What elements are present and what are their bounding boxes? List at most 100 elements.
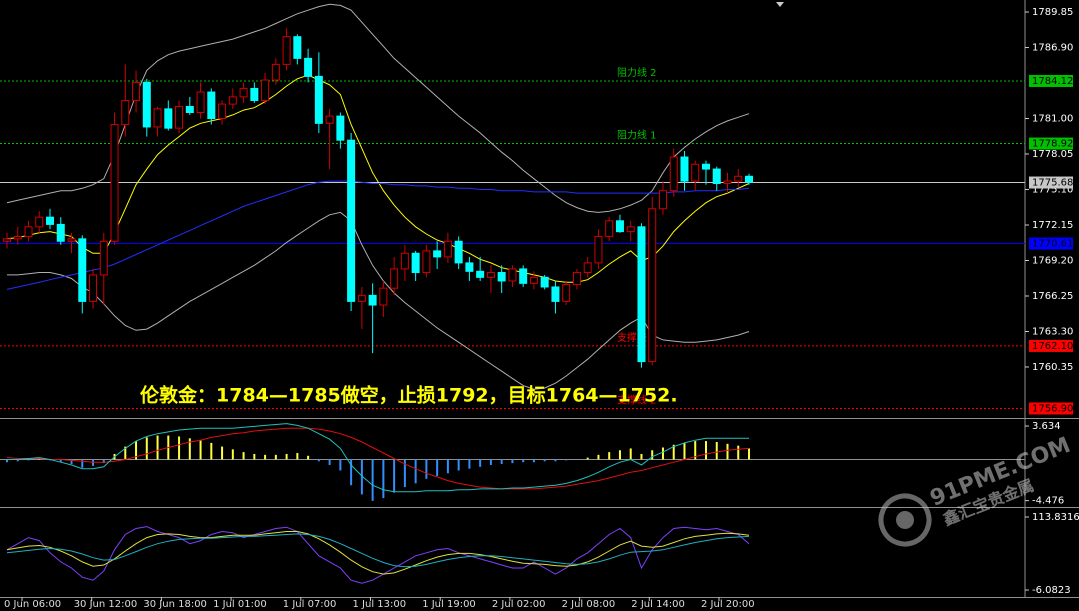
y-tick-label: 1778.05	[1032, 149, 1073, 160]
y-tick-label: 1789.85	[1032, 7, 1073, 18]
candle-body	[734, 175, 743, 182]
macd-panel	[0, 423, 1025, 501]
watermark-logo	[896, 511, 914, 529]
y-tick-label: 3.634	[1032, 421, 1061, 432]
candle-body	[35, 216, 44, 228]
candle-body	[250, 87, 259, 101]
candle-body	[379, 287, 388, 306]
candle-body	[400, 252, 409, 270]
candle-body	[304, 57, 313, 77]
y-tick-label: -6.0823	[1032, 585, 1071, 596]
y-tick-label: 1775.10	[1032, 185, 1073, 196]
indicator-line	[6, 427, 750, 490]
y-tick-label: 1786.90	[1032, 43, 1073, 54]
candle-body	[13, 235, 22, 240]
candle-body	[89, 274, 98, 302]
level-tag	[1029, 74, 1073, 87]
x-tick-label: 1 Jul 01:00	[213, 599, 267, 610]
candle-body	[626, 226, 635, 233]
candle-body	[540, 276, 549, 288]
indicator-line	[6, 3, 750, 213]
candle-body	[454, 240, 463, 264]
candle-body	[218, 103, 227, 120]
candle-body	[648, 208, 657, 363]
candle-body	[336, 115, 345, 141]
indicator-line	[7, 211, 750, 390]
candle-body	[712, 168, 721, 184]
candle-body	[551, 286, 560, 302]
candle-body	[24, 226, 33, 237]
level-tag-label: 1775.68	[1032, 178, 1073, 189]
candle-body	[476, 270, 485, 278]
candle-body	[132, 81, 141, 101]
x-tick-label: 2 Jul 08:00	[562, 599, 616, 610]
y-tick-label: 113.8316	[1032, 512, 1079, 523]
candle-body	[175, 105, 184, 129]
level-name: 支撑线 2	[617, 393, 657, 406]
candle-body	[3, 238, 11, 242]
candle-body	[261, 79, 270, 101]
candle-body	[529, 276, 538, 284]
indicator-line	[6, 180, 750, 290]
candle-body	[357, 294, 366, 302]
candle-body	[680, 156, 689, 182]
candle-body	[46, 216, 55, 225]
candle-body	[67, 238, 76, 242]
candle-body	[196, 91, 205, 114]
indicator-line	[6, 533, 750, 568]
candle-body	[497, 272, 506, 282]
candle-body	[465, 262, 474, 272]
candle-body	[605, 220, 614, 237]
level-tag	[1029, 339, 1073, 352]
indicator-line	[6, 526, 750, 584]
y-tick-label: 1769.20	[1032, 255, 1073, 266]
oscillator-panel	[6, 526, 750, 584]
candle-body	[228, 96, 237, 105]
candle-body	[519, 268, 528, 284]
candle-body	[325, 115, 334, 124]
y-tick-label: 1763.30	[1032, 326, 1073, 337]
main-panel: 阻力线 2 阻力线 1 支撑线 1 支撑线 2	[0, 3, 1025, 409]
axes: 1789.85 1786.90 1781.00 1778.05 1775.10 1772.…	[4, 7, 1079, 610]
x-tick-label: 1 Jul 13:00	[353, 599, 407, 610]
candle-body	[185, 105, 194, 114]
x-tick-label: 1 Jul 07:00	[283, 599, 337, 610]
level-tag-label: 1784.12	[1032, 76, 1073, 87]
candle-body	[164, 108, 173, 129]
y-tick-label: 1772.15	[1032, 220, 1073, 231]
candle-body	[153, 108, 162, 128]
candle-body	[293, 36, 302, 59]
candle-body	[282, 36, 291, 65]
candle-body	[239, 87, 248, 98]
level-tag	[1029, 176, 1073, 189]
level-name: 阻力线 1	[617, 129, 657, 142]
x-tick-label: 2 Jul 02:00	[492, 599, 546, 610]
watermark-logo	[878, 493, 932, 547]
y-tick-label: -4.476	[1032, 496, 1064, 507]
candle-body	[207, 91, 216, 120]
level-tag-label: 1778.92	[1032, 139, 1073, 150]
candle-body	[347, 139, 356, 302]
candle-body	[669, 156, 678, 192]
x-tick-label: 1 Jul 19:00	[422, 599, 476, 610]
y-tick-label: 1760.35	[1032, 362, 1073, 373]
candle-body	[314, 75, 323, 124]
candle-body	[594, 235, 603, 264]
x-tick-label: 0 Jun 06:00	[4, 599, 61, 610]
candle-body	[99, 240, 108, 276]
candle-body	[691, 163, 700, 182]
candle-body	[433, 250, 442, 258]
indicator-line	[7, 423, 749, 493]
candle-body	[745, 175, 753, 183]
level-tag	[1029, 137, 1073, 150]
candle-body	[637, 226, 646, 363]
level-tag-label: 1756.90	[1032, 403, 1073, 414]
level-tag	[1029, 237, 1073, 250]
candle-body	[443, 240, 452, 258]
candle-body	[572, 272, 581, 286]
candle-body	[78, 238, 87, 302]
candle-body	[390, 268, 399, 289]
indicator-line	[6, 531, 750, 575]
